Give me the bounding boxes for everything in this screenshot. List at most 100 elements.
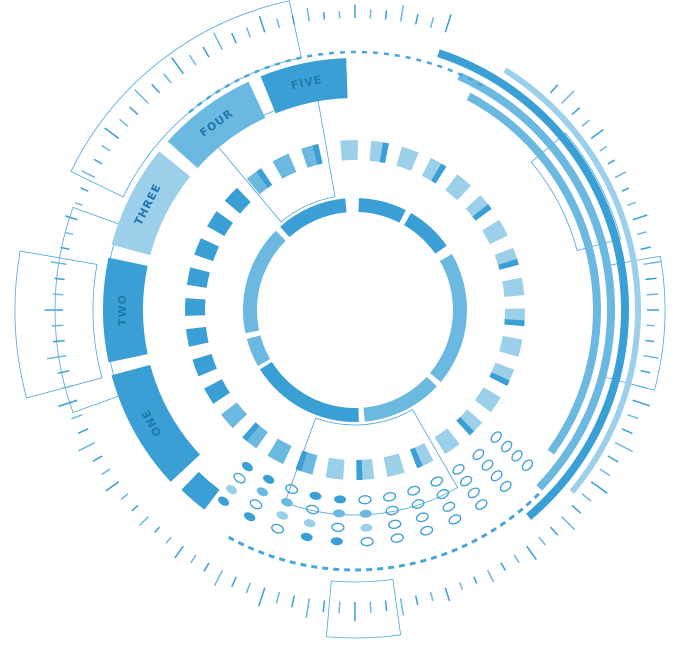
tick-mark: [581, 493, 592, 502]
middle-ring-accent: [295, 450, 308, 472]
ellipse-dot: [333, 509, 345, 518]
ellipse-dot: [490, 431, 502, 443]
tick-mark: [607, 455, 619, 463]
tick-mark: [120, 493, 129, 500]
tick-mark: [632, 399, 651, 407]
sector-outline: [14, 250, 103, 399]
tick-mark: [81, 170, 96, 179]
ellipse-dot: [360, 523, 373, 532]
tick-mark: [78, 441, 96, 452]
tick-mark: [640, 369, 651, 374]
tick-mark: [444, 587, 451, 602]
tick-mark: [119, 118, 129, 127]
ellipse-dot: [452, 464, 465, 475]
tick-mark: [384, 10, 388, 20]
middle-ring-block: [482, 219, 508, 245]
tick-mark: [560, 515, 576, 531]
tick-mark: [75, 201, 83, 207]
middle-ring-accent: [213, 211, 233, 228]
tick-mark: [129, 106, 139, 116]
middle-ring-accent: [189, 267, 210, 278]
tick-mark: [444, 14, 452, 33]
tick-mark: [174, 545, 184, 559]
middle-ring-block: [224, 187, 251, 214]
tick-mark: [101, 144, 111, 152]
middle-ring-block: [325, 457, 345, 480]
ellipse-dot: [358, 495, 372, 505]
tick-mark: [165, 536, 172, 544]
middle-ring-block: [502, 277, 525, 297]
tick-mark: [571, 107, 581, 116]
ellipse-dot: [256, 487, 269, 497]
ellipse-dot: [481, 459, 494, 471]
tick-mark: [245, 582, 252, 594]
tick-mark: [399, 598, 405, 616]
tick-mark: [643, 354, 659, 359]
middle-ring-accent: [498, 258, 519, 270]
middle-ring-block: [456, 409, 483, 436]
label-two: TWO: [116, 294, 129, 326]
tick-mark: [93, 158, 103, 165]
tick-mark: [632, 214, 648, 221]
tick-mark: [213, 569, 224, 587]
middle-ring-accent: [504, 319, 525, 327]
ellipse-dot: [475, 499, 488, 510]
tick-mark: [636, 384, 648, 389]
ellipse-dot: [420, 525, 434, 536]
tick-mark: [202, 46, 210, 58]
middle-ring-block: [242, 422, 268, 449]
ellipse-dot: [521, 459, 534, 472]
ellipse-dot: [271, 523, 285, 534]
middle-ring-block: [185, 298, 206, 316]
label-ring-segment: [111, 364, 200, 482]
ellipse-dot: [300, 532, 313, 542]
tick-mark: [54, 277, 65, 281]
tick-mark: [614, 171, 627, 179]
tick-mark: [645, 277, 657, 281]
tick-mark: [571, 504, 582, 514]
tick-mark: [105, 481, 120, 492]
tick-mark: [131, 504, 139, 512]
arc-segments: [103, 49, 641, 572]
tick-mark: [369, 601, 372, 613]
ellipse-dot: [511, 450, 523, 462]
middle-ring-block: [383, 453, 405, 477]
sector-outline: [70, 0, 302, 198]
outer-tick-ring: [44, 4, 662, 622]
inner-ring-segment: [430, 254, 467, 382]
ellipse-dot: [490, 470, 503, 482]
middle-ring-block: [272, 153, 297, 179]
tick-mark: [538, 536, 546, 546]
inner-ring-segment: [363, 376, 437, 422]
ellipse-dot: [500, 440, 513, 453]
tick-mark: [646, 293, 659, 296]
tick-mark: [643, 260, 662, 266]
tick-mark: [429, 591, 434, 601]
inner-ring-segment: [243, 230, 286, 334]
inner-ring-segment: [246, 335, 271, 366]
ellipse-dot: [472, 448, 485, 461]
ellipse-dot: [467, 487, 480, 499]
middle-ring-block: [434, 428, 460, 455]
ellipse-dot: [385, 505, 399, 516]
tick-mark: [599, 145, 608, 152]
tick-mark: [231, 32, 237, 44]
tick-mark: [291, 15, 296, 25]
ellipse-dot: [285, 484, 299, 495]
middle-ring-block: [194, 238, 220, 262]
ellipse-dot: [306, 504, 320, 515]
middle-ring-block: [267, 438, 292, 465]
tick-mark: [590, 481, 608, 494]
ellipse-dot: [499, 480, 512, 493]
tick-mark: [92, 455, 103, 462]
tick-mark: [399, 5, 405, 22]
tick-mark: [581, 119, 590, 127]
tick-mark: [58, 399, 78, 408]
tick-mark: [213, 32, 224, 51]
tick-mark: [560, 90, 575, 105]
ellipse-dot: [390, 533, 404, 543]
tick-mark: [306, 7, 311, 22]
sector-outline: [325, 578, 402, 639]
tick-mark: [52, 293, 64, 296]
